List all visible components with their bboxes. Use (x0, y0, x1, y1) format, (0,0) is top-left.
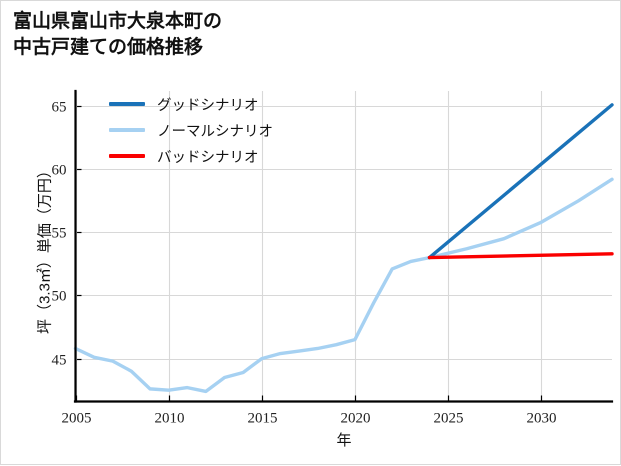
x-tick-label: 2010 (155, 411, 185, 427)
series-line-バッドシナリオ (427, 252, 614, 260)
y-tick-label: 45 (52, 353, 67, 369)
series-line-ノーマルシナリオ (73, 177, 614, 394)
x-tick-label: 2030 (527, 411, 557, 427)
y-tick-label: 55 (52, 226, 67, 242)
legend-label-bad: バッドシナリオ (157, 149, 259, 166)
legend-swatch-normal (109, 128, 145, 132)
x-tick-label: 2005 (62, 411, 92, 427)
legend-swatch-bad (109, 154, 145, 158)
y-tick-label: 65 (52, 100, 67, 116)
x-tick-label: 2015 (248, 411, 278, 427)
axes-group (73, 89, 614, 403)
y-tick-label: 60 (52, 163, 67, 179)
legend-item-bad[interactable]: バッドシナリオ (109, 143, 309, 169)
y-tick-label: 50 (52, 289, 67, 305)
x-axis-title: 年 (336, 432, 351, 449)
legend: グッドシナリオ ノーマルシナリオ バッドシナリオ (109, 91, 309, 169)
legend-item-normal[interactable]: ノーマルシナリオ (109, 117, 309, 143)
y-tick-labels: 45 50 55 60 65 (52, 100, 67, 369)
series-line-グッドシナリオ (427, 103, 614, 260)
series-group (73, 103, 614, 394)
x-tick-labels: 2005 2010 2015 2020 2025 2030 (62, 411, 557, 427)
x-tick-label: 2025 (434, 411, 464, 427)
x-tick-label: 2020 (341, 411, 371, 427)
legend-label-normal: ノーマルシナリオ (157, 123, 273, 140)
legend-swatch-good (109, 102, 145, 106)
page-title: 富山県富山市大泉本町の 中古戸建ての価格推移 (13, 11, 223, 58)
legend-label-good: グッドシナリオ (157, 97, 259, 114)
legend-item-good[interactable]: グッドシナリオ (109, 91, 309, 117)
